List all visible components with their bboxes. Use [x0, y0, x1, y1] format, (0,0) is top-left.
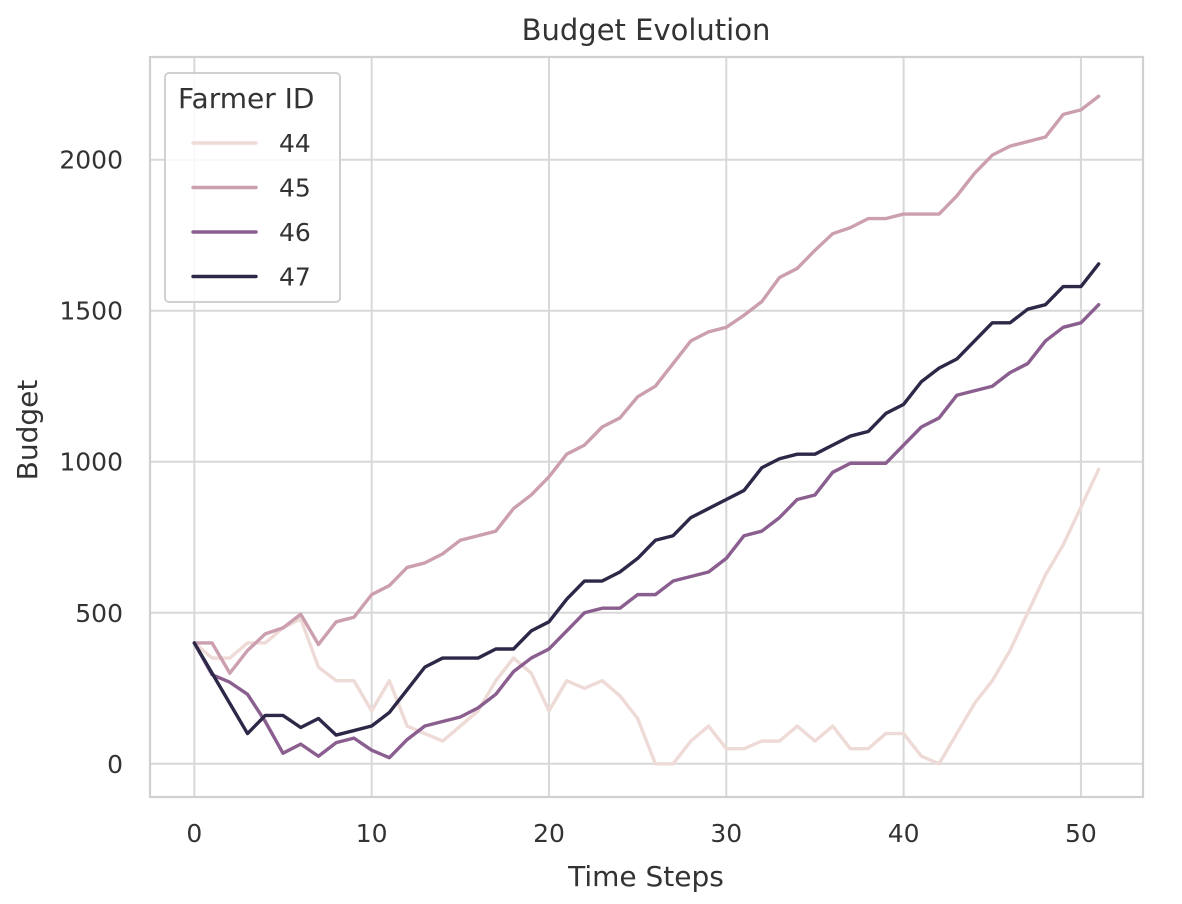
legend-label-47: 47	[279, 263, 311, 292]
series-line-45	[192, 94, 1101, 675]
series-line-47	[192, 262, 1101, 737]
series-layer	[192, 94, 1101, 766]
x-tick-label: 50	[1065, 819, 1097, 848]
plot-frame	[148, 55, 1145, 799]
y-tick-label: 1500	[59, 297, 123, 326]
x-axis-label: Time Steps	[567, 860, 724, 893]
legend-title: Farmer ID	[178, 82, 314, 115]
legend-label-46: 46	[279, 218, 311, 247]
legend-label-45: 45	[279, 174, 311, 203]
x-tick-label: 30	[710, 819, 742, 848]
y-tick-label: 500	[75, 599, 123, 628]
x-tick-label: 0	[186, 819, 202, 848]
y-tick-label: 0	[107, 750, 123, 779]
y-tick-label: 1000	[59, 448, 123, 477]
x-tick-label: 10	[356, 819, 388, 848]
series-line-46	[192, 302, 1101, 760]
y-axis-label: Budget	[11, 380, 44, 481]
y-tick-label: 2000	[59, 146, 123, 175]
legend-label-44: 44	[279, 129, 311, 158]
legend-items: 44 45 46 47	[191, 129, 311, 292]
x-tick-label: 40	[888, 819, 920, 848]
x-tick-label: 20	[533, 819, 565, 848]
chart-title: Budget Evolution	[522, 13, 771, 47]
series-line-44	[192, 467, 1101, 766]
legend: Farmer ID 44 45 46 47	[164, 72, 341, 303]
